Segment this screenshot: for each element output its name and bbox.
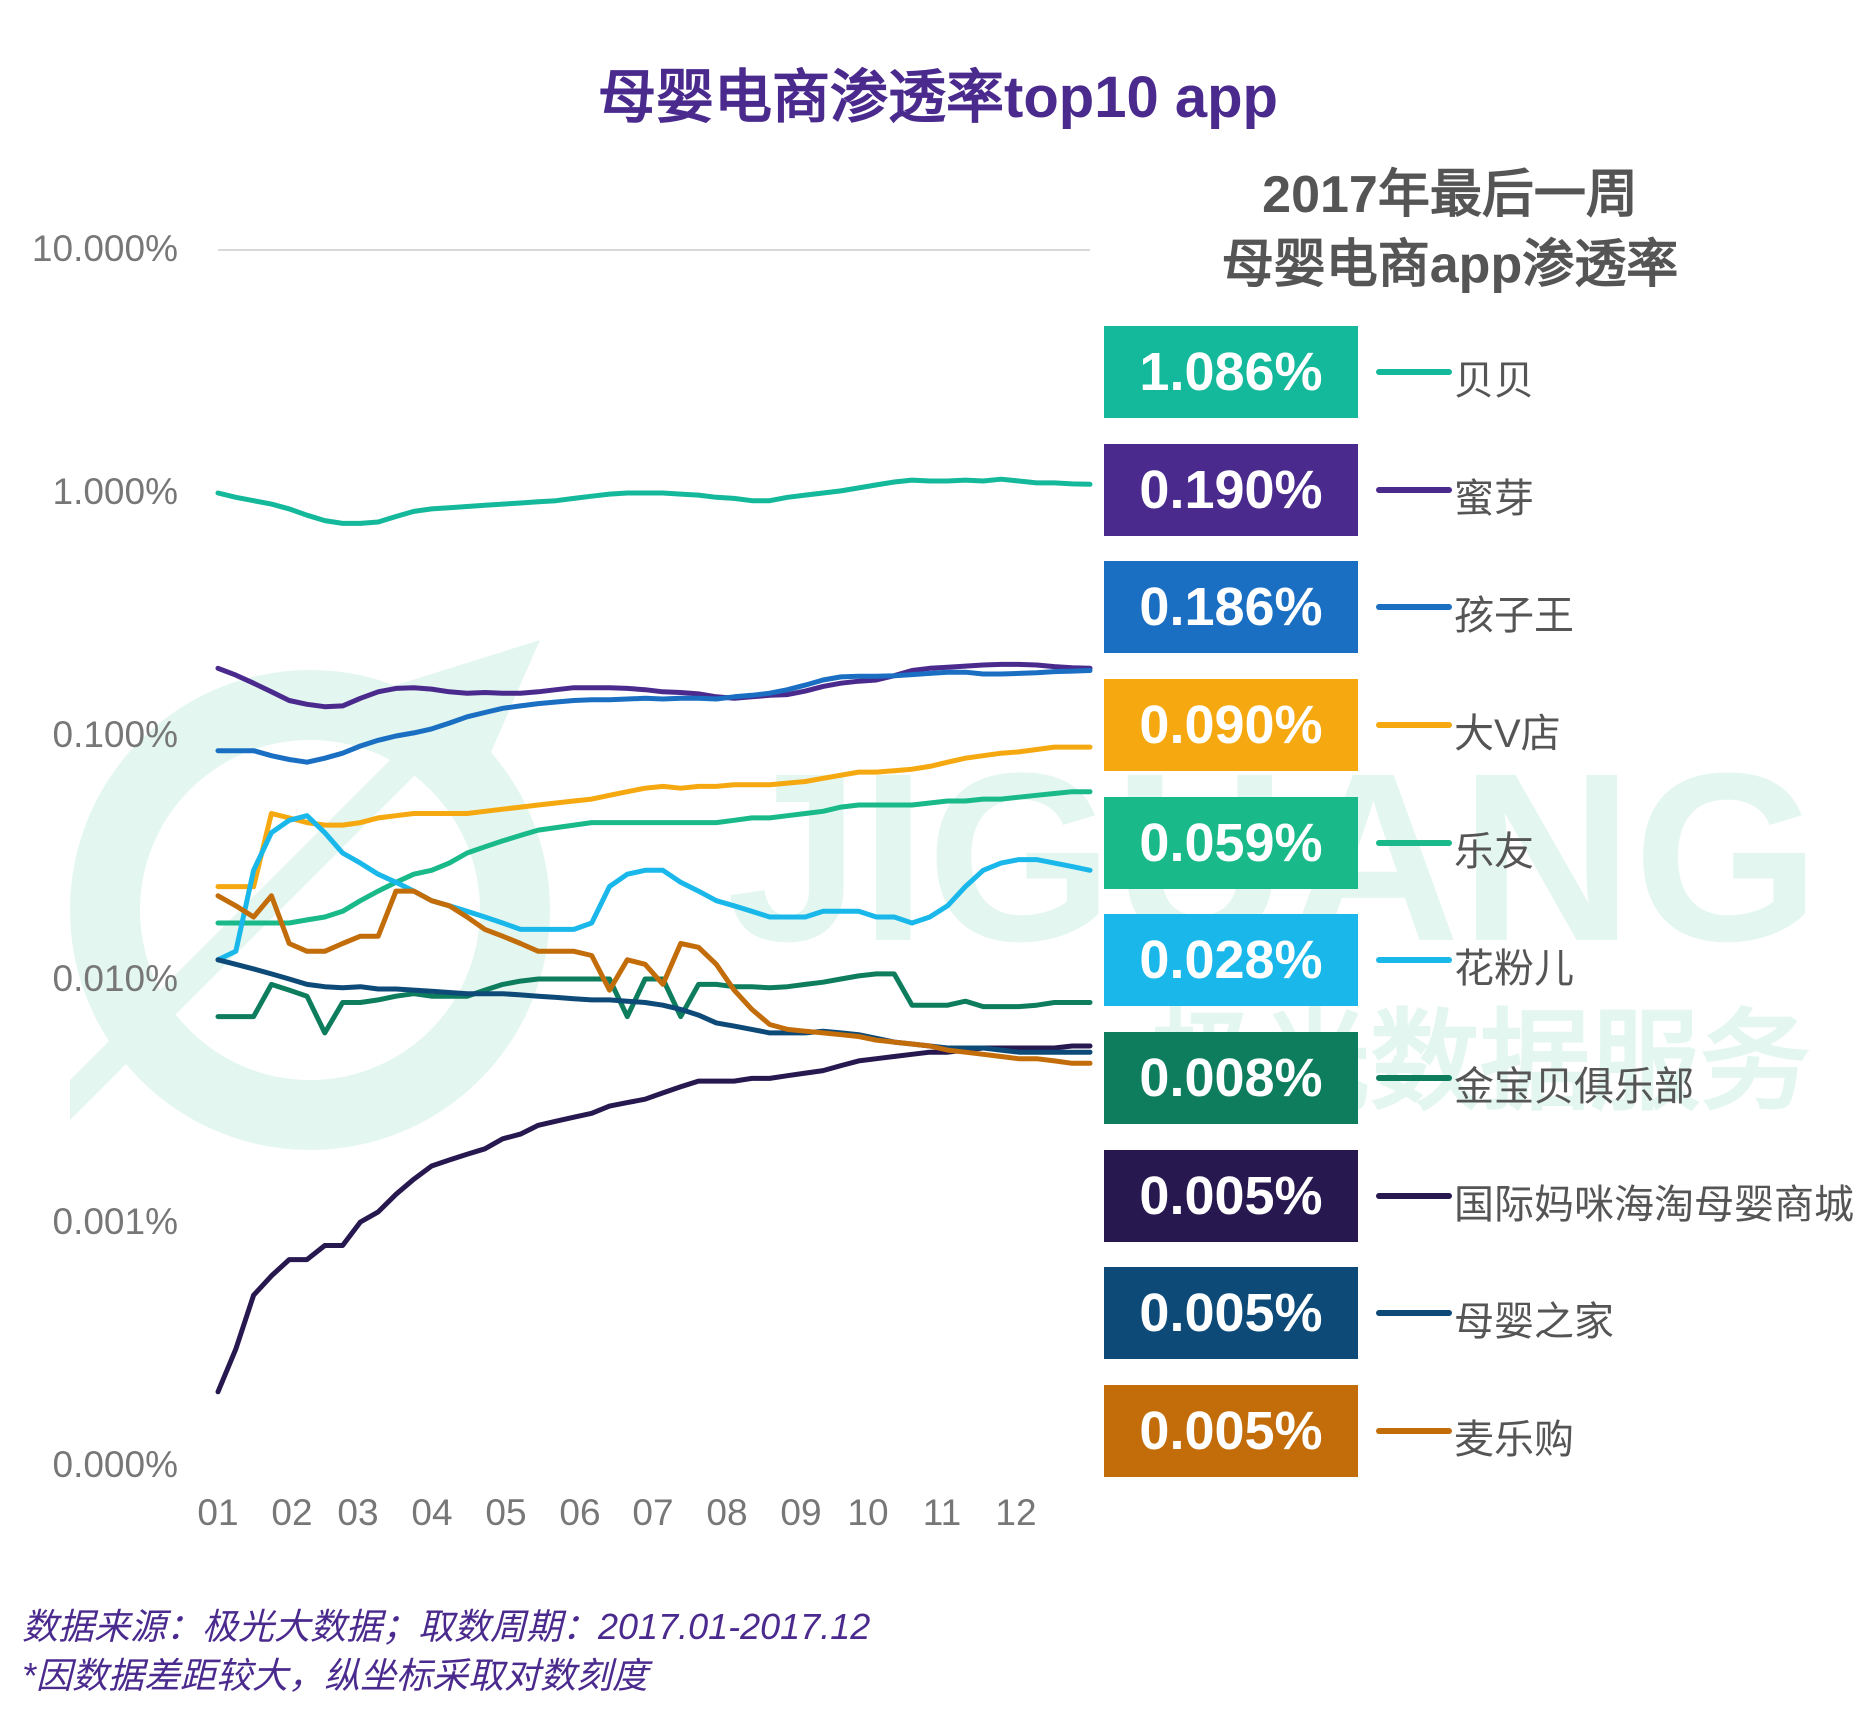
y-tick-label: 0.100%	[52, 714, 179, 755]
series-line-2	[215, 668, 1093, 765]
chart-title: 母婴电商渗透率top10 app	[598, 65, 1278, 130]
legend-swatch	[1376, 957, 1452, 963]
legend-label: 蜜芽	[1454, 477, 1534, 521]
legend-swatch	[1376, 722, 1452, 728]
watermark-logo-arrow	[70, 640, 540, 1120]
panel-title-line1: 2017年最后一周	[1262, 166, 1638, 224]
series-layer	[215, 476, 1093, 1395]
legend-swatch	[1376, 1428, 1452, 1434]
legend-label: 国际妈咪海淘母婴商城	[1454, 1183, 1854, 1227]
x-tick-label: 11	[922, 1492, 962, 1533]
value-badge: 0.090%	[1104, 679, 1358, 771]
legend-swatch	[1376, 369, 1452, 375]
value-badge: 0.190%	[1104, 444, 1358, 536]
x-tick-label: 01	[197, 1492, 239, 1533]
legend-label: 母婴之家	[1454, 1300, 1614, 1344]
legend-label: 贝贝	[1454, 359, 1534, 403]
legend-label: 大V店	[1454, 712, 1561, 756]
series-line-9	[215, 888, 1093, 1066]
value-badge: 0.186%	[1104, 561, 1358, 653]
value-badge: 0.005%	[1104, 1385, 1358, 1477]
legend-swatch	[1376, 604, 1452, 610]
y-tick-label: 0.000%	[52, 1444, 179, 1485]
panel-title: 2017年最后一周 母婴电商app渗透率	[1110, 160, 1790, 300]
x-tick-label: 02	[271, 1492, 313, 1533]
y-tick-label: 0.001%	[52, 1201, 179, 1242]
series-line-3	[215, 744, 1093, 890]
legend-label: 孩子王	[1454, 594, 1574, 638]
legend-swatch	[1376, 1193, 1452, 1199]
legend-swatch	[1376, 840, 1452, 846]
legend-label: 乐友	[1454, 830, 1534, 874]
x-tick-label: 08	[706, 1492, 748, 1533]
y-tick-label: 1.000%	[52, 471, 179, 512]
x-tick-label: 12	[995, 1492, 1037, 1533]
y-tick-label: 0.010%	[52, 958, 179, 999]
value-badge: 1.086%	[1104, 326, 1358, 418]
legend-label: 金宝贝俱乐部	[1454, 1065, 1694, 1109]
x-tick-label: 03	[337, 1492, 379, 1533]
series-line-4	[215, 789, 1093, 926]
value-badge: 0.008%	[1104, 1032, 1358, 1124]
series-line-6	[215, 971, 1093, 1036]
value-badge: 0.059%	[1104, 797, 1358, 889]
y-tick-label: 10.000%	[31, 228, 178, 269]
legend-label: 麦乐购	[1454, 1418, 1574, 1462]
x-tick-label: 06	[559, 1492, 601, 1533]
x-tick-label: 10	[847, 1492, 889, 1533]
legend-label: 花粉儿	[1454, 947, 1574, 991]
x-tick-label: 09	[780, 1492, 822, 1533]
legend-swatch	[1376, 487, 1452, 493]
series-line-0	[215, 476, 1093, 526]
panel-title-line2: 母婴电商app渗透率	[1221, 236, 1679, 294]
series-line-7	[215, 1043, 1093, 1395]
x-tick-label: 07	[632, 1492, 674, 1533]
series-line-1	[215, 661, 1093, 710]
series-line-5	[215, 813, 1093, 963]
legend-swatch	[1376, 1310, 1452, 1316]
x-tick-label: 05	[485, 1492, 527, 1533]
value-badge: 0.005%	[1104, 1267, 1358, 1359]
source-note: 数据来源：极光大数据；取数周期：2017.01-2017.12	[22, 1606, 871, 1647]
log-scale-note: *因数据差距较大，纵坐标采取对数刻度	[22, 1655, 649, 1696]
x-tick-label: 04	[411, 1492, 453, 1533]
value-badge: 0.005%	[1104, 1150, 1358, 1242]
value-badge: 0.028%	[1104, 914, 1358, 1006]
legend-swatch	[1376, 1075, 1452, 1081]
